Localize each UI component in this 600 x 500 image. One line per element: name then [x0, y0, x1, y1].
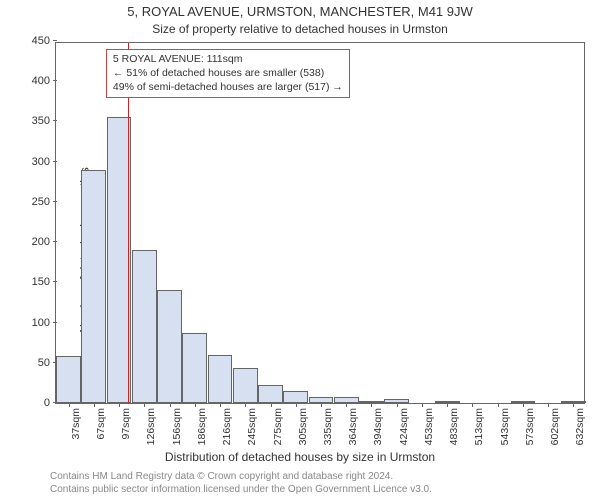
x-tick: 364sqm [347, 408, 359, 445]
x-tick: 513sqm [473, 408, 485, 445]
y-tick: 100 [32, 317, 56, 329]
y-tick: 150 [32, 276, 56, 288]
x-tick: 67sqm [95, 408, 107, 440]
x-tick: 632sqm [574, 408, 586, 445]
x-tick: 275sqm [272, 408, 284, 445]
bar [157, 290, 182, 403]
annotation-box: 5 ROYAL AVENUE: 111sqm← 51% of detached … [106, 49, 350, 98]
plot-area: 5 ROYAL AVENUE: 111sqm← 51% of detached … [55, 42, 585, 404]
annotation-line: 49% of semi-detached houses are larger (… [113, 80, 343, 94]
bar [283, 391, 308, 403]
x-tick: 543sqm [499, 408, 511, 445]
x-tick: 245sqm [246, 408, 258, 445]
y-tick: 350 [32, 115, 56, 127]
x-axis-label: Distribution of detached houses by size … [0, 450, 600, 464]
annotation-line: 5 ROYAL AVENUE: 111sqm [113, 52, 343, 66]
y-tick: 450 [32, 35, 56, 47]
footer-line1: Contains HM Land Registry data © Crown c… [50, 470, 590, 483]
x-tick: 424sqm [398, 408, 410, 445]
y-tick: 400 [32, 75, 56, 87]
x-tick: 37sqm [70, 408, 82, 440]
bar [132, 250, 157, 403]
x-tick: 335sqm [322, 408, 334, 445]
bar [81, 170, 106, 403]
x-tick: 186sqm [196, 408, 208, 445]
x-tick: 483sqm [448, 408, 460, 445]
histogram-chart: 5, ROYAL AVENUE, URMSTON, MANCHESTER, M4… [0, 0, 600, 500]
x-tick: 126sqm [145, 408, 157, 445]
chart-title: 5, ROYAL AVENUE, URMSTON, MANCHESTER, M4… [0, 4, 600, 19]
bar [208, 355, 233, 403]
x-tick: 453sqm [423, 408, 435, 445]
bar [182, 333, 207, 403]
x-tick: 573sqm [524, 408, 536, 445]
y-tick: 200 [32, 236, 56, 248]
x-tick: 97sqm [120, 408, 132, 440]
bar [56, 356, 81, 403]
annotation-line: ← 51% of detached houses are smaller (53… [113, 66, 343, 80]
y-tick: 0 [44, 397, 56, 409]
x-tick: 394sqm [372, 408, 384, 445]
footer-credits: Contains HM Land Registry data © Crown c… [50, 470, 590, 496]
bar [258, 385, 283, 403]
footer-line2: Contains public sector information licen… [50, 483, 590, 496]
chart-subtitle: Size of property relative to detached ho… [0, 22, 600, 36]
y-tick: 50 [38, 357, 56, 369]
x-tick: 216sqm [221, 408, 233, 445]
bar [233, 368, 258, 403]
x-tick: 602sqm [549, 408, 561, 445]
y-tick: 300 [32, 156, 56, 168]
x-tick: 156sqm [171, 408, 183, 445]
y-tick: 250 [32, 196, 56, 208]
x-tick: 305sqm [297, 408, 309, 445]
